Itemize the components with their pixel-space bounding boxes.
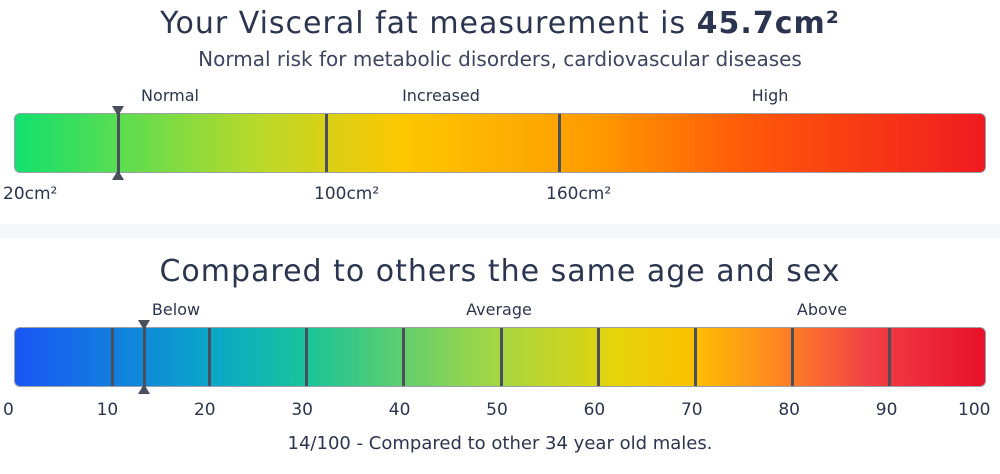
tick-label-100: 100 (958, 400, 991, 420)
visceral-fat-title-text: Your Visceral fat measurement is (160, 6, 687, 41)
gauge-divider-90 (888, 328, 892, 386)
visceral-fat-risk-text: Normal risk for metabolic disorders, car… (198, 47, 802, 71)
visceral-fat-value: 45.7cm² (696, 6, 840, 41)
zone-label-normal: Normal (141, 86, 199, 105)
visceral-fat-marker (112, 106, 124, 180)
tick-label-90: 90 (875, 400, 898, 420)
tick-label-10: 10 (96, 400, 119, 420)
comparison-gauge-bar (14, 320, 986, 394)
tick-label-20: 20 (193, 400, 216, 420)
zone-label-high: High (751, 86, 789, 105)
comparison-footer-text: 14/100 - Compared to other 34 year old m… (287, 433, 713, 454)
gauge-divider-50 (499, 328, 503, 386)
tick-label-50: 50 (486, 400, 508, 420)
tick-label-40: 40 (388, 400, 411, 420)
gauge-divider-80 (791, 328, 795, 386)
zone-label-above: Above (796, 300, 848, 319)
tick-label-100: 100cm² (314, 184, 380, 204)
tick-label-30: 30 (291, 400, 314, 420)
gauge-divider-40 (402, 328, 406, 386)
comparison-title: Compared to others the same age and sex (159, 254, 841, 289)
tick-label-80: 80 (778, 400, 801, 420)
tick-label-0: 0 (3, 400, 14, 420)
tick-label-60: 60 (583, 400, 606, 420)
tick-label-20: 20cm² (3, 184, 58, 204)
visceral-fat-panel: Your Visceral fat measurement is 45.7cm²… (0, 0, 1000, 224)
zone-label-below: Below (151, 300, 201, 319)
visceral-fat-title: Your Visceral fat measurement is 45.7cm² (0, 6, 1000, 41)
gauge-divider-60 (596, 328, 600, 386)
comparison-score-marker (138, 320, 151, 394)
gauge-divider-70 (693, 328, 697, 386)
zone-label-average: Average (466, 300, 532, 319)
gauge-divider-160 (557, 114, 561, 172)
zone-label-increased: Increased (402, 86, 480, 105)
visceral-fat-gauge-bar (14, 106, 986, 180)
gauge-divider-20 (207, 328, 211, 386)
gauge-divider-100 (324, 114, 328, 172)
tick-label-70: 70 (680, 400, 703, 420)
tick-label-160: 160cm² (546, 184, 612, 204)
gauge-divider-10 (110, 328, 114, 386)
gauge-divider-30 (305, 328, 309, 386)
